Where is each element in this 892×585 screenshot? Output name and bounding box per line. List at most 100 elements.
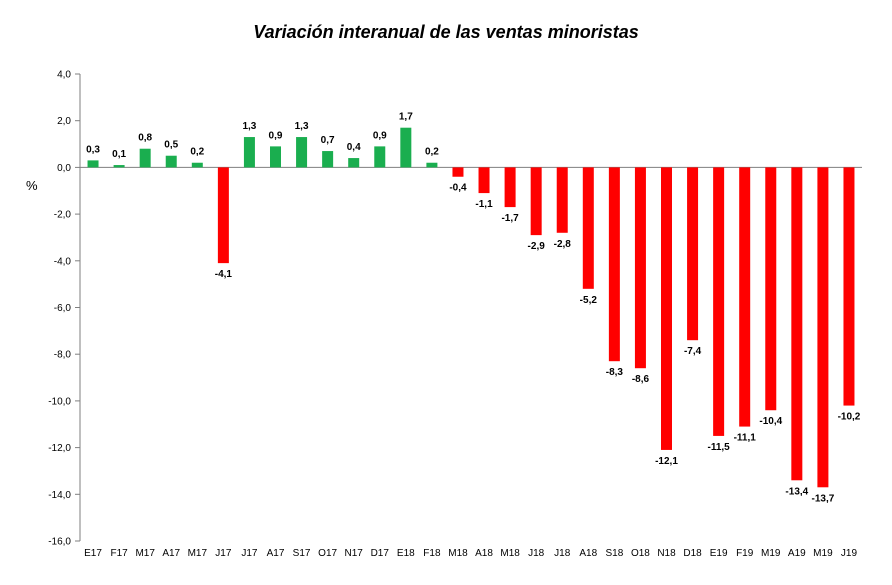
bar bbox=[713, 167, 725, 436]
x-tick-label: M17 bbox=[135, 548, 155, 559]
bar bbox=[582, 167, 594, 289]
data-label: -8,6 bbox=[632, 374, 650, 385]
bar bbox=[191, 162, 203, 168]
category-labels: E17 F17 M17 A17 M17 J17 J17 A17 S17 O17 N17 D17 E18 F… bbox=[84, 548, 857, 559]
data-label: -13,7 bbox=[812, 493, 835, 504]
data-label: 0,7 bbox=[321, 135, 335, 146]
x-tick-label: J17 bbox=[215, 548, 232, 559]
x-tick-label: J18 bbox=[528, 548, 545, 559]
x-tick-label: M18 bbox=[500, 548, 520, 559]
x-tick-label: S18 bbox=[605, 548, 623, 559]
data-label: 0,9 bbox=[269, 130, 283, 141]
x-tick-label: F18 bbox=[423, 548, 441, 559]
bar bbox=[608, 167, 620, 362]
data-label: 0,3 bbox=[86, 144, 100, 155]
y-tick-label: -16,0 bbox=[48, 537, 71, 548]
bar bbox=[348, 158, 360, 168]
data-label: -10,2 bbox=[838, 412, 861, 423]
y-tick-label: 4,0 bbox=[57, 70, 71, 81]
data-label: 0,2 bbox=[425, 147, 439, 158]
y-tick-label: -2,0 bbox=[54, 210, 72, 221]
bar bbox=[113, 165, 125, 168]
bars bbox=[87, 127, 855, 488]
bar bbox=[374, 146, 386, 168]
data-label: 0,2 bbox=[190, 147, 204, 158]
x-tick-label: J17 bbox=[241, 548, 258, 559]
x-tick-label: N18 bbox=[657, 548, 676, 559]
x-tick-label: F19 bbox=[736, 548, 754, 559]
data-label: -8,3 bbox=[606, 367, 624, 378]
x-tick-label: A18 bbox=[579, 548, 597, 559]
x-tick-label: J19 bbox=[841, 548, 858, 559]
bar bbox=[687, 167, 699, 341]
bar bbox=[478, 167, 490, 194]
bar bbox=[452, 167, 464, 177]
data-label: 0,9 bbox=[373, 130, 387, 141]
bar bbox=[817, 167, 829, 488]
data-label: 1,3 bbox=[242, 121, 256, 132]
x-tick-label: A18 bbox=[475, 548, 493, 559]
bar bbox=[217, 167, 229, 264]
data-label: -4,1 bbox=[215, 269, 233, 280]
x-tick-label: A17 bbox=[162, 548, 180, 559]
data-label: -11,5 bbox=[708, 442, 731, 453]
data-label: 0,5 bbox=[164, 140, 178, 151]
data-label: -5,2 bbox=[580, 295, 598, 306]
data-label: -10,4 bbox=[759, 416, 782, 427]
data-label: 0,1 bbox=[112, 149, 126, 160]
bar bbox=[87, 160, 99, 168]
x-tick-label: E18 bbox=[397, 548, 415, 559]
x-tick-label: A19 bbox=[788, 548, 806, 559]
bar bbox=[843, 167, 855, 406]
bar bbox=[296, 137, 308, 168]
bar bbox=[765, 167, 777, 411]
data-label: -1,1 bbox=[475, 199, 493, 210]
bar bbox=[243, 137, 255, 168]
x-tick-label: J18 bbox=[554, 548, 571, 559]
bar bbox=[426, 162, 438, 168]
data-label: -2,8 bbox=[554, 239, 572, 250]
y-tick-label: -10,0 bbox=[48, 396, 71, 407]
y-axis: 4,0 2,0 0,0 -2,0 -4,0 -6,0 -8,0 -10,0 -12,0 -14,0… bbox=[48, 70, 81, 548]
x-tick-label: E17 bbox=[84, 548, 102, 559]
data-label: -1,7 bbox=[501, 213, 519, 224]
x-tick-label: M19 bbox=[761, 548, 781, 559]
bar bbox=[556, 167, 568, 233]
x-tick-label: M17 bbox=[188, 548, 208, 559]
data-label: -13,4 bbox=[785, 486, 808, 497]
y-tick-label: -12,0 bbox=[48, 443, 71, 454]
x-tick-label: O17 bbox=[318, 548, 337, 559]
bar bbox=[634, 167, 646, 369]
x-tick-label: F17 bbox=[110, 548, 128, 559]
y-tick-label: -4,0 bbox=[54, 256, 72, 267]
data-label: -12,1 bbox=[655, 456, 678, 467]
bar bbox=[400, 127, 412, 168]
x-tick-label: E19 bbox=[710, 548, 728, 559]
chart-title: Variación interanual de las ventas minor… bbox=[253, 22, 639, 42]
x-tick-label: N17 bbox=[345, 548, 364, 559]
data-label: 0,4 bbox=[347, 142, 361, 153]
data-labels: 0,3 0,1 0,8 0,5 0,2 -4,1 1,3 0,9 1,3 0,7 0,4 0,9 1,7… bbox=[86, 112, 861, 505]
data-label: 0,8 bbox=[138, 133, 152, 144]
x-tick-label: M19 bbox=[813, 548, 833, 559]
bar bbox=[739, 167, 751, 427]
bar bbox=[504, 167, 516, 208]
bar bbox=[530, 167, 542, 236]
x-tick-label: M18 bbox=[448, 548, 468, 559]
y-tick-label: -14,0 bbox=[48, 490, 71, 501]
y-tick-label: 0,0 bbox=[57, 163, 71, 174]
y-axis-unit-label: % bbox=[26, 178, 38, 193]
data-label: -2,9 bbox=[528, 241, 546, 252]
data-label: -7,4 bbox=[684, 346, 702, 357]
bar bbox=[139, 148, 151, 168]
x-tick-label: D17 bbox=[371, 548, 390, 559]
y-tick-label: -8,0 bbox=[54, 350, 72, 361]
x-tick-label: S17 bbox=[293, 548, 311, 559]
bar bbox=[270, 146, 281, 168]
bar bbox=[791, 167, 803, 481]
y-tick-label: -6,0 bbox=[54, 303, 72, 314]
bar bbox=[322, 151, 334, 168]
bar bbox=[661, 167, 672, 450]
x-tick-label: A17 bbox=[267, 548, 285, 559]
x-tick-label: O18 bbox=[631, 548, 650, 559]
